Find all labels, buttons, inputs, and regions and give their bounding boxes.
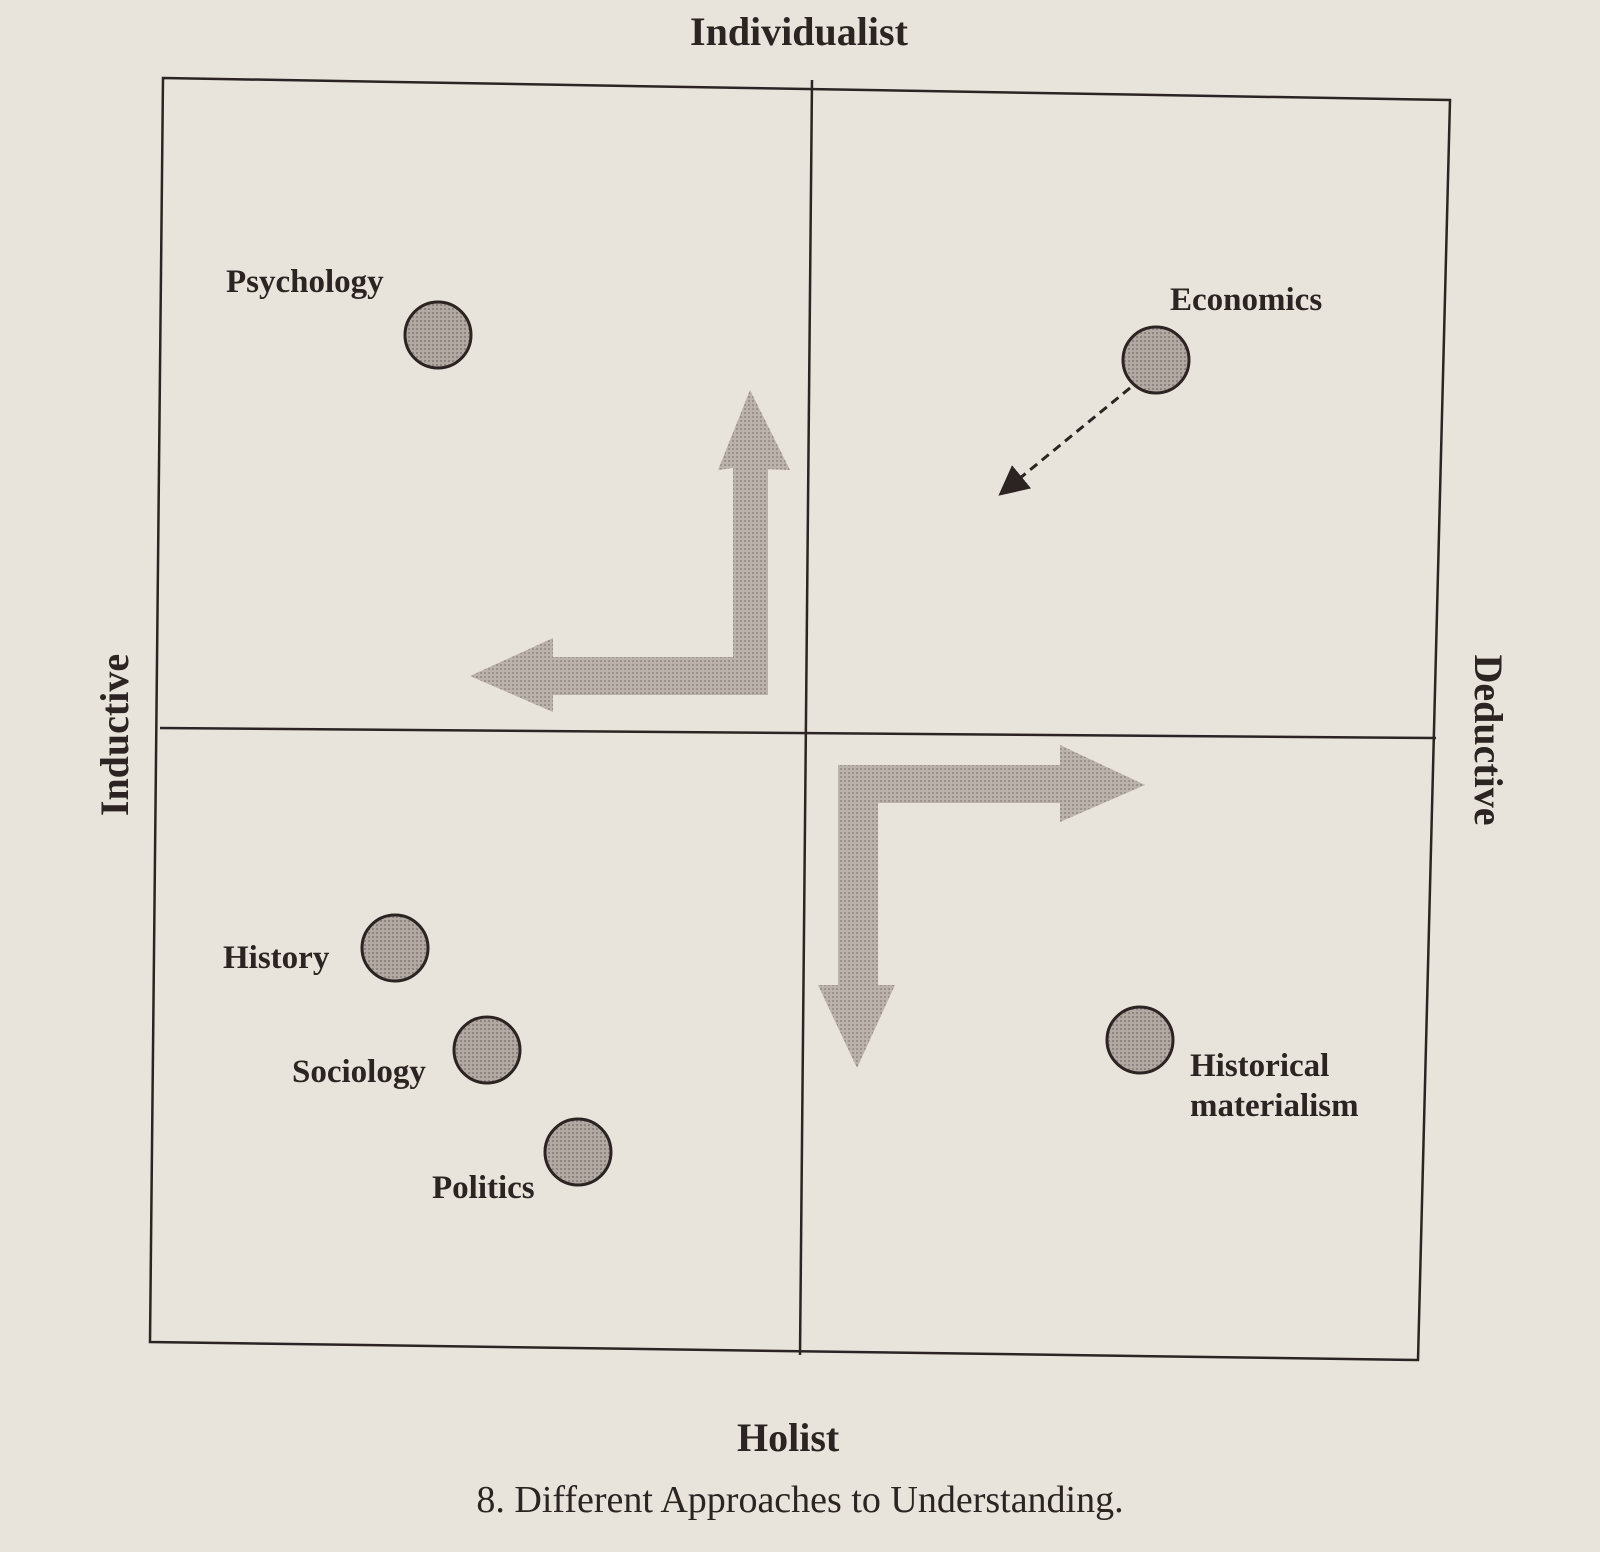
axis-top: Individualist xyxy=(690,9,908,54)
node-label: Psychology xyxy=(226,264,384,300)
arrows xyxy=(470,390,1145,1068)
node-label: Sociology xyxy=(292,1054,426,1090)
caption: 8. Different Approaches to Understanding… xyxy=(476,1479,1124,1521)
node-label: Economics xyxy=(1170,282,1323,318)
axis-right: Deductive xyxy=(1466,654,1511,826)
frame xyxy=(148,76,1452,1362)
node-label: Politics xyxy=(432,1170,535,1206)
axis-left: Inductive xyxy=(92,653,137,817)
axis-bottom: Holist xyxy=(737,1415,840,1460)
node-label: History xyxy=(223,940,330,976)
node-label: Historical materialism xyxy=(1190,1048,1359,1124)
dashed-arrow xyxy=(998,386,1131,496)
node-circles xyxy=(360,300,1191,1187)
